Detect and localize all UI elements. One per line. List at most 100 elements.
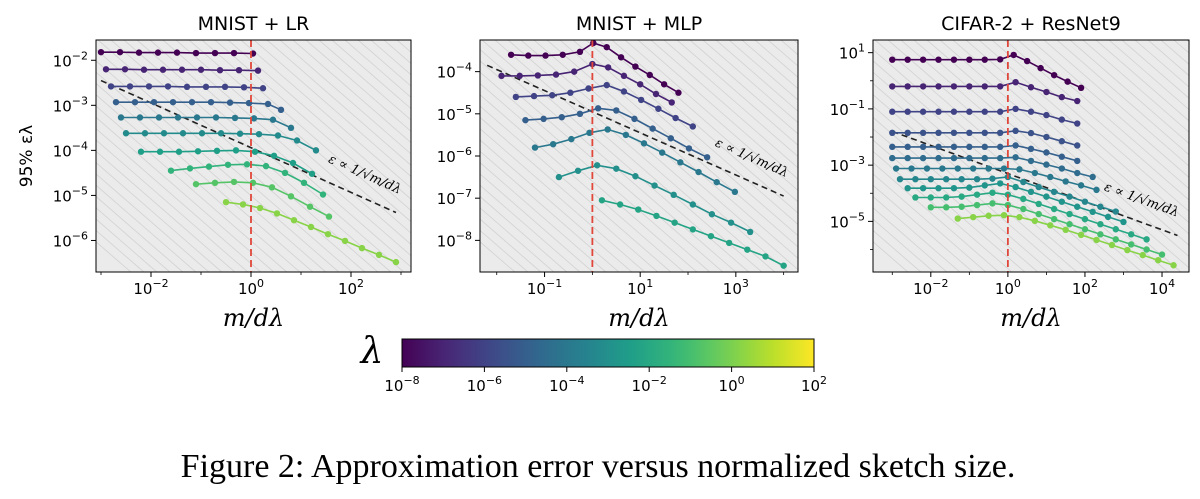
colorbar: 10−8 10−6 10−4 10−2 100 102 λ — [359, 331, 827, 395]
data-point — [651, 182, 658, 189]
data-point — [1058, 93, 1066, 101]
data-point — [287, 193, 295, 200]
data-point — [950, 56, 958, 63]
data-point — [312, 147, 320, 154]
data-point — [780, 262, 787, 269]
data-point — [136, 114, 144, 121]
data-point — [1035, 210, 1042, 218]
data-point — [950, 184, 958, 192]
data-point — [140, 66, 148, 73]
data-point — [308, 170, 316, 177]
y-tick-label: 10−3 — [830, 154, 865, 175]
data-point — [290, 216, 298, 224]
colorbar-tick-label: 100 — [719, 374, 745, 395]
data-point — [107, 83, 115, 90]
data-point — [254, 67, 262, 74]
data-point — [131, 98, 139, 106]
y-axis-label: 95% ελ — [17, 125, 37, 187]
data-point — [1027, 129, 1035, 137]
data-point — [981, 56, 988, 63]
data-point — [1074, 120, 1081, 127]
data-point — [996, 129, 1004, 136]
data-point — [277, 106, 285, 114]
series-4 — [112, 98, 285, 114]
data-point — [981, 83, 988, 90]
data-point — [689, 226, 696, 233]
data-point — [1031, 169, 1039, 177]
series-3 — [107, 83, 267, 92]
data-point — [239, 201, 247, 208]
data-point — [590, 40, 597, 47]
data-point — [179, 130, 187, 137]
data-point — [205, 163, 213, 170]
data-point — [1000, 165, 1008, 172]
plot-frame — [95, 39, 412, 273]
data-point — [689, 201, 696, 208]
data-point — [217, 130, 225, 137]
data-point — [1064, 78, 1071, 85]
data-point — [1093, 236, 1100, 244]
data-point — [549, 92, 556, 99]
data-point — [954, 165, 961, 172]
data-point — [996, 154, 1004, 162]
data-point — [159, 66, 167, 73]
data-point — [1000, 211, 1008, 219]
x-axis-label: m/dλ — [608, 304, 669, 332]
series-6 — [555, 162, 754, 236]
x-tick-label: 100 — [238, 277, 264, 298]
data-point — [981, 154, 988, 162]
data-point — [935, 56, 942, 63]
data-point — [935, 129, 942, 136]
data-point — [973, 201, 981, 209]
x-tick-label: 10−2 — [133, 277, 168, 298]
data-point — [620, 88, 628, 95]
data-point — [1081, 215, 1089, 223]
data-point — [586, 129, 593, 136]
data-point — [713, 178, 720, 186]
data-point — [677, 159, 684, 166]
plot-area — [96, 40, 411, 272]
data-point — [927, 194, 935, 201]
data-point — [1043, 161, 1050, 168]
data-point — [1089, 208, 1096, 216]
data-point — [939, 165, 946, 172]
panel-title: MNIST + MLP — [576, 13, 702, 35]
data-point — [727, 219, 735, 226]
data-point — [1074, 142, 1081, 149]
data-point — [966, 184, 973, 191]
colorbar-tick-label: 10−4 — [549, 374, 584, 395]
data-point — [549, 140, 557, 148]
series-7 — [598, 197, 787, 269]
data-point — [571, 68, 578, 75]
data-point — [160, 130, 168, 137]
x-axis-label: m/dλ — [1000, 304, 1061, 332]
data-point — [695, 168, 702, 176]
data-point — [498, 72, 505, 80]
colorbar-tick-label: 10−2 — [632, 374, 667, 395]
data-point — [1143, 246, 1150, 253]
series-1 — [889, 51, 1085, 92]
data-point — [919, 129, 927, 136]
data-point — [904, 129, 911, 136]
data-point — [193, 114, 201, 121]
data-point — [1050, 205, 1058, 213]
data-point — [1050, 188, 1058, 196]
data-point — [155, 114, 163, 121]
data-point — [989, 200, 996, 207]
data-point — [617, 54, 625, 61]
data-point — [1097, 231, 1104, 238]
data-point — [1093, 186, 1100, 194]
data-point — [230, 178, 238, 186]
data-point — [255, 130, 263, 138]
data-point — [950, 108, 958, 115]
data-point — [576, 110, 584, 118]
data-point — [289, 159, 297, 167]
panel-title: CIFAR-2 + ResNet9 — [941, 13, 1121, 35]
data-point — [996, 108, 1004, 115]
series-2 — [889, 78, 1081, 105]
data-point — [154, 49, 162, 56]
data-point — [660, 81, 668, 88]
data-point — [1027, 188, 1035, 196]
